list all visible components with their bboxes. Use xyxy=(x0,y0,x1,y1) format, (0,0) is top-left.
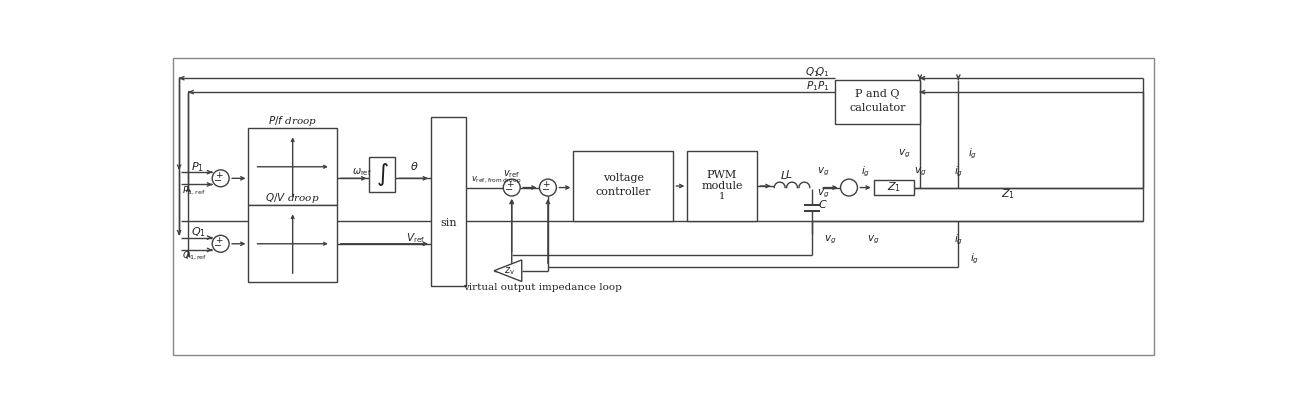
Text: $P_{1,\mathrm{ref}}$: $P_{1,\mathrm{ref}}$ xyxy=(183,184,206,197)
Text: controller: controller xyxy=(596,187,651,197)
Circle shape xyxy=(539,179,556,196)
Text: −: − xyxy=(214,177,223,186)
Bar xyxy=(874,180,914,195)
Text: $i_g$: $i_g$ xyxy=(954,233,963,247)
Text: voltage: voltage xyxy=(603,173,644,183)
Polygon shape xyxy=(494,260,522,282)
Text: $z_\mathrm{v}$: $z_\mathrm{v}$ xyxy=(504,265,515,277)
Text: $i_g$: $i_g$ xyxy=(954,165,963,180)
Text: sin: sin xyxy=(439,218,456,228)
Text: $v_g$: $v_g$ xyxy=(898,147,911,160)
Text: +: + xyxy=(215,171,222,180)
Bar xyxy=(249,128,337,205)
Text: $P_1$: $P_1$ xyxy=(806,79,818,93)
Text: $v_g$: $v_g$ xyxy=(818,166,829,178)
Text: $P_1$: $P_1$ xyxy=(816,79,829,93)
Text: $v_\mathrm{ref}$: $v_\mathrm{ref}$ xyxy=(503,168,521,180)
Circle shape xyxy=(213,170,229,187)
Circle shape xyxy=(503,179,520,196)
Text: −: − xyxy=(214,242,223,251)
Text: virtual output impedance loop: virtual output impedance loop xyxy=(463,283,622,292)
Text: PWM: PWM xyxy=(706,170,737,180)
Text: $Z_1$: $Z_1$ xyxy=(1001,187,1015,201)
Text: $Q_1$: $Q_1$ xyxy=(815,65,829,79)
Text: $v_g$: $v_g$ xyxy=(823,234,836,246)
Text: +: + xyxy=(505,180,513,189)
Text: $Q/V$ droop: $Q/V$ droop xyxy=(266,191,320,205)
Text: $\int$: $\int$ xyxy=(376,161,389,188)
Text: $v_\mathrm{ref,from\ droop}$: $v_\mathrm{ref,from\ droop}$ xyxy=(472,175,521,186)
Text: $i_g$: $i_g$ xyxy=(968,146,977,161)
Text: 1: 1 xyxy=(719,192,724,201)
Text: $L$: $L$ xyxy=(785,169,793,180)
Text: $\theta$: $\theta$ xyxy=(410,160,419,172)
Text: +: + xyxy=(215,236,222,245)
Text: $v_g$: $v_g$ xyxy=(914,166,927,178)
Text: $i_g$: $i_g$ xyxy=(862,165,871,180)
Text: $L$: $L$ xyxy=(780,169,787,181)
Text: $C$: $C$ xyxy=(818,199,828,211)
Circle shape xyxy=(213,235,229,252)
Bar xyxy=(249,205,337,282)
Text: $Q_1$: $Q_1$ xyxy=(805,65,819,79)
Bar xyxy=(687,151,757,221)
Text: $Q_{1,\mathrm{ref}}$: $Q_{1,\mathrm{ref}}$ xyxy=(183,250,207,262)
Text: +: + xyxy=(542,180,550,189)
Bar xyxy=(430,117,465,286)
Bar xyxy=(573,151,674,221)
Circle shape xyxy=(841,179,858,196)
Text: P and Q: P and Q xyxy=(855,89,899,100)
Text: −: − xyxy=(505,186,513,195)
Text: calculator: calculator xyxy=(849,103,906,113)
Text: $v_g$: $v_g$ xyxy=(867,234,880,246)
Text: $P_1$: $P_1$ xyxy=(192,160,205,174)
Text: $P/f$ droop: $P/f$ droop xyxy=(268,114,318,129)
Text: $Q_1$: $Q_1$ xyxy=(192,225,206,239)
Text: $\omega_\mathrm{ref}$: $\omega_\mathrm{ref}$ xyxy=(351,166,372,178)
Text: −: − xyxy=(542,186,550,195)
Bar xyxy=(835,80,920,124)
Text: module: module xyxy=(701,181,743,191)
Text: $Z_1$: $Z_1$ xyxy=(886,181,901,195)
Text: $v_g$: $v_g$ xyxy=(816,188,829,200)
Bar xyxy=(369,157,395,192)
Text: $i_g$: $i_g$ xyxy=(969,252,978,266)
Text: $V_\mathrm{ref}$: $V_\mathrm{ref}$ xyxy=(406,231,425,244)
